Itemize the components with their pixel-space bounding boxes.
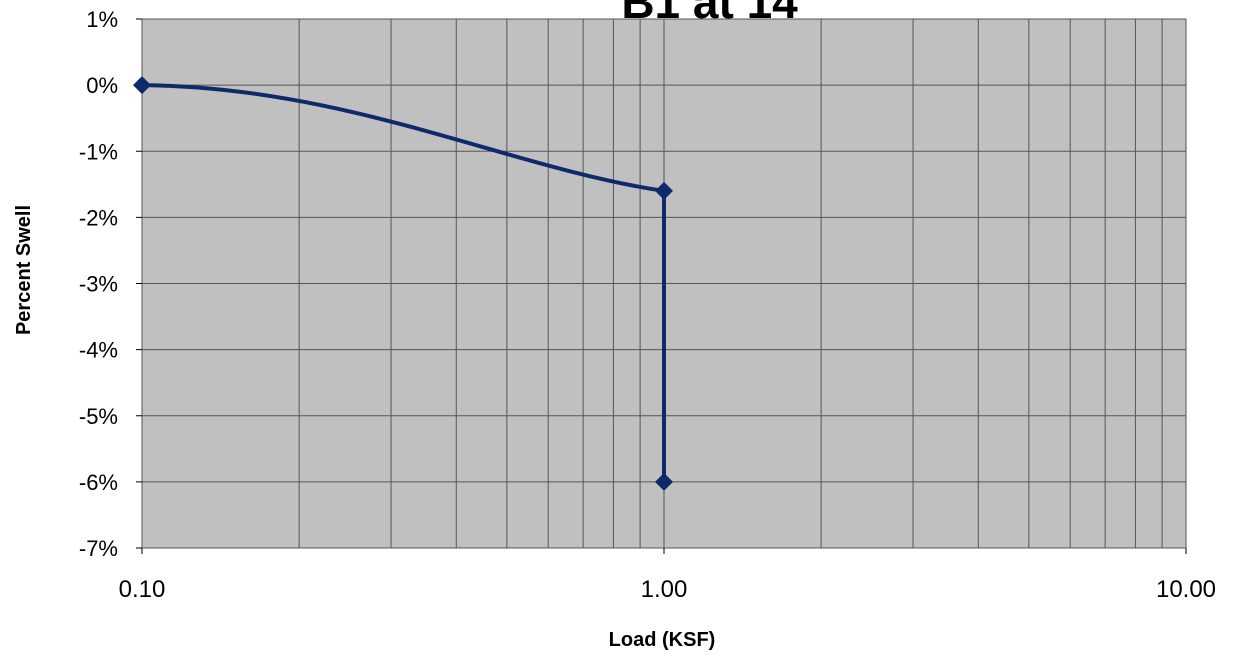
y-tick-label: 0% — [86, 73, 118, 98]
y-tick-label: -5% — [79, 404, 118, 429]
y-tick-label: 1% — [86, 7, 118, 32]
data-point-marker — [655, 181, 673, 200]
y-tick-label: -4% — [79, 338, 118, 363]
y-tick-label: -1% — [79, 139, 118, 164]
y-tick-label: -2% — [79, 205, 118, 230]
data-point-marker — [655, 472, 673, 491]
y-tick-label: -7% — [79, 536, 118, 561]
series-line — [141, 83, 666, 482]
x-tick-label: 10.00 — [1156, 576, 1216, 603]
y-axis-label: Percent Swell — [13, 205, 35, 335]
data-point-marker — [133, 76, 151, 95]
series-layer — [133, 76, 673, 491]
y-tick-label: -6% — [79, 470, 118, 495]
x-tick-label: 0.10 — [119, 576, 166, 603]
y-tick-label: -3% — [79, 272, 118, 297]
gridlines — [141, 18, 1187, 549]
x-axis-ticks: 0.10 1.00 10.00 — [119, 548, 1216, 603]
y-axis-ticks: 1% 0% -1% -2% -3% -4% -5% -6% -7% — [79, 7, 142, 561]
x-tick-label: 1.00 — [641, 576, 688, 603]
x-axis-label: Load (KSF) — [609, 629, 716, 651]
